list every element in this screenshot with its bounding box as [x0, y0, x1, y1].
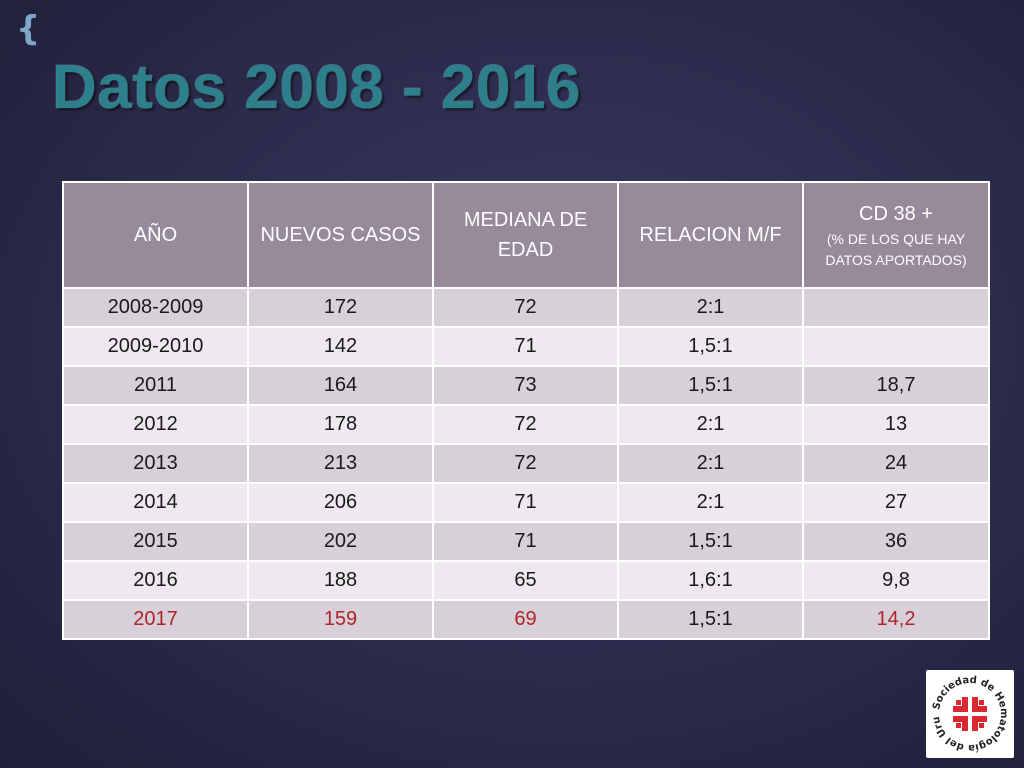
table-row-highlighted: 2017 159 69 1,5:1 14,2: [62, 599, 990, 640]
table-header-row: AÑO NUEVOS CASOS MEDIANA DE EDAD RELACIO…: [62, 181, 990, 289]
header-cd38-note: (% DE LOS QUE HAY DATOS APORTADOS): [825, 231, 967, 268]
cell-cd38: 14,2: [802, 599, 990, 640]
cell-ratio: 1,6:1: [617, 560, 804, 601]
cell-median-age: 73: [432, 365, 619, 406]
cell-year: 2008-2009: [62, 287, 249, 328]
header-year: AÑO: [62, 181, 249, 289]
table-row: 2009-2010 142 71 1,5:1: [62, 326, 990, 367]
cell-cases: 178: [247, 404, 434, 445]
cell-median-age: 69: [432, 599, 619, 640]
cell-cd38: 27: [802, 482, 990, 523]
cell-year: 2014: [62, 482, 249, 523]
cell-year: 2017: [62, 599, 249, 640]
header-cd38-label: CD 38 +: [859, 203, 933, 225]
cell-year: 2009-2010: [62, 326, 249, 367]
cell-cases: 202: [247, 521, 434, 562]
cell-cases: 164: [247, 365, 434, 406]
cell-cd38: 36: [802, 521, 990, 562]
cell-year: 2011: [62, 365, 249, 406]
table-row: 2012 178 72 2:1 13: [62, 404, 990, 445]
cell-ratio: 2:1: [617, 287, 804, 328]
cell-cd38: 9,8: [802, 560, 990, 601]
header-new-cases: NUEVOS CASOS: [247, 181, 434, 289]
cell-cd38: [802, 287, 990, 328]
table-row: 2008-2009 172 72 2:1: [62, 287, 990, 328]
cell-cases: 188: [247, 560, 434, 601]
slide-bracket-decoration: {: [16, 9, 41, 49]
cell-ratio: 1,5:1: [617, 599, 804, 640]
hematology-society-logo-icon: Sociedad de Hematología del Uruguay: [922, 662, 1012, 756]
cell-cases: 172: [247, 287, 434, 328]
cell-cd38: 13: [802, 404, 990, 445]
cell-cd38: 24: [802, 443, 990, 484]
table-row: 2014 206 71 2:1 27: [62, 482, 990, 523]
table-row: 2013 213 72 2:1 24: [62, 443, 990, 484]
cell-cd38: 18,7: [802, 365, 990, 406]
cell-year: 2013: [62, 443, 249, 484]
header-median-age: MEDIANA DE EDAD: [432, 181, 619, 289]
cell-cases: 206: [247, 482, 434, 523]
data-table: AÑO NUEVOS CASOS MEDIANA DE EDAD RELACIO…: [62, 181, 990, 640]
cell-median-age: 72: [432, 404, 619, 445]
table-row: 2011 164 73 1,5:1 18,7: [62, 365, 990, 406]
cell-cases: 159: [247, 599, 434, 640]
cell-median-age: 71: [432, 521, 619, 562]
cell-cases: 142: [247, 326, 434, 367]
cell-year: 2015: [62, 521, 249, 562]
cell-ratio: 2:1: [617, 482, 804, 523]
cell-ratio: 1,5:1: [617, 365, 804, 406]
society-logo: Sociedad de Hematología del Uruguay: [922, 662, 1014, 758]
header-ratio: RELACION M/F: [617, 181, 804, 289]
table-row: 2016 188 65 1,6:1 9,8: [62, 560, 990, 601]
table-row: 2015 202 71 1,5:1 36: [62, 521, 990, 562]
cell-ratio: 2:1: [617, 404, 804, 445]
header-cd38: CD 38 + (% DE LOS QUE HAY DATOS APORTADO…: [802, 181, 990, 289]
cell-year: 2016: [62, 560, 249, 601]
cell-ratio: 1,5:1: [617, 326, 804, 367]
cell-median-age: 65: [432, 560, 619, 601]
cell-ratio: 1,5:1: [617, 521, 804, 562]
cell-median-age: 71: [432, 482, 619, 523]
cell-median-age: 72: [432, 287, 619, 328]
slide-title: Datos 2008 - 2016: [52, 53, 581, 122]
cell-median-age: 72: [432, 443, 619, 484]
cell-ratio: 2:1: [617, 443, 804, 484]
cell-median-age: 71: [432, 326, 619, 367]
cell-cd38: [802, 326, 990, 367]
cell-year: 2012: [62, 404, 249, 445]
cell-cases: 213: [247, 443, 434, 484]
